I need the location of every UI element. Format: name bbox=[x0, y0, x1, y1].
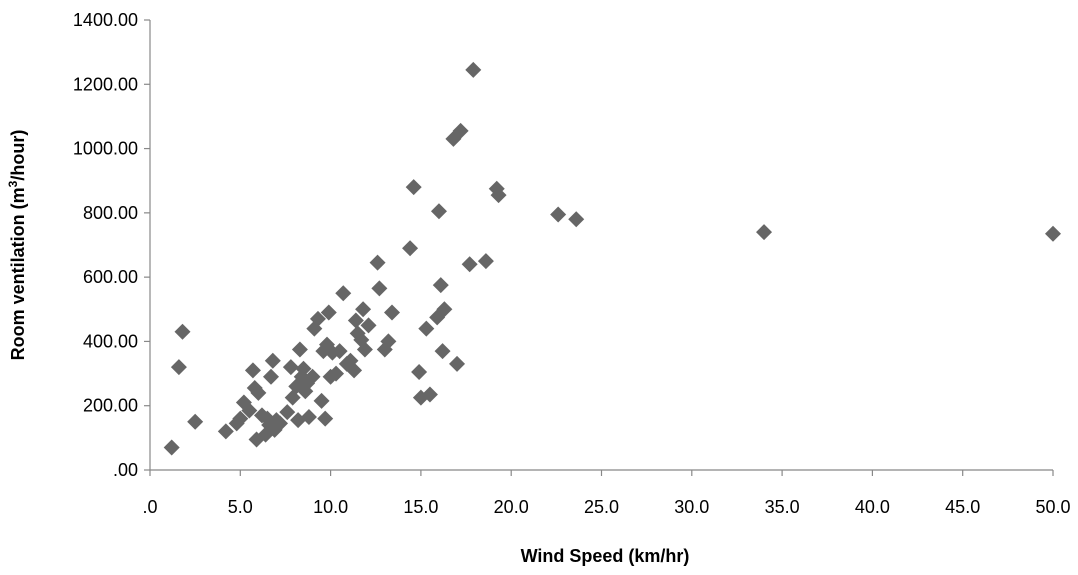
data-point bbox=[477, 253, 494, 270]
y-tick-label: 600.00 bbox=[83, 267, 138, 287]
data-point bbox=[282, 359, 299, 376]
x-tick-label: 45.0 bbox=[945, 497, 980, 517]
data-point bbox=[421, 386, 438, 403]
data-point bbox=[356, 341, 373, 358]
data-point bbox=[434, 343, 451, 360]
data-point bbox=[449, 355, 466, 372]
data-point bbox=[263, 368, 280, 385]
data-point bbox=[360, 317, 377, 334]
data-point bbox=[461, 256, 478, 273]
data-point bbox=[328, 365, 345, 382]
data-point bbox=[418, 320, 435, 337]
data-point bbox=[405, 179, 422, 196]
data-point bbox=[309, 310, 326, 327]
data-point bbox=[432, 277, 449, 294]
data-point bbox=[313, 392, 330, 409]
data-point bbox=[232, 410, 249, 427]
x-tick-label: 15.0 bbox=[403, 497, 438, 517]
data-point bbox=[490, 187, 507, 204]
data-point bbox=[452, 122, 469, 139]
data-point bbox=[331, 343, 348, 360]
data-point bbox=[300, 408, 317, 425]
data-point bbox=[371, 280, 388, 297]
x-tick-label: 35.0 bbox=[765, 497, 800, 517]
data-point bbox=[384, 304, 401, 321]
data-point bbox=[402, 240, 419, 257]
data-point bbox=[170, 359, 187, 376]
x-tick-label: 30.0 bbox=[674, 497, 709, 517]
data-point bbox=[295, 360, 312, 377]
data-point bbox=[550, 206, 567, 223]
data-point bbox=[217, 423, 234, 440]
data-point bbox=[369, 254, 386, 271]
data-points bbox=[163, 61, 1061, 456]
y-tick-label: 1400.00 bbox=[73, 10, 138, 30]
data-point bbox=[347, 312, 364, 329]
x-tick-label: 40.0 bbox=[855, 497, 890, 517]
data-point bbox=[272, 415, 289, 432]
data-point bbox=[355, 301, 372, 318]
data-point bbox=[1045, 225, 1061, 242]
x-tick-label: 5.0 bbox=[228, 497, 253, 517]
data-point bbox=[244, 362, 261, 379]
data-point bbox=[346, 362, 363, 379]
data-point bbox=[756, 224, 773, 241]
data-point bbox=[317, 410, 334, 427]
data-point bbox=[411, 363, 428, 380]
y-tick-label: 1200.00 bbox=[73, 74, 138, 94]
data-point bbox=[568, 211, 585, 228]
axes: .00 200.00 400.00 600.00 800.00 1000.00 1200.0… bbox=[73, 10, 1071, 517]
data-point bbox=[430, 203, 447, 220]
y-axis-title-part-2: /hour) bbox=[8, 130, 28, 181]
data-point bbox=[174, 323, 191, 340]
data-point bbox=[465, 61, 482, 78]
y-tick-label: 800.00 bbox=[83, 203, 138, 223]
x-tick-label: 10.0 bbox=[313, 497, 348, 517]
y-tick-label: 400.00 bbox=[83, 331, 138, 351]
data-point bbox=[320, 304, 337, 321]
data-point bbox=[279, 404, 296, 421]
y-axis-title-superscript: 3 bbox=[6, 180, 20, 187]
x-tick-label: 50.0 bbox=[1035, 497, 1070, 517]
y-tick-label: 1000.00 bbox=[73, 139, 138, 159]
data-point bbox=[264, 352, 281, 369]
y-axis-title-part-1: Room ventilation (m bbox=[8, 187, 28, 360]
x-tick-label: 20.0 bbox=[494, 497, 529, 517]
y-tick-label: 200.00 bbox=[83, 396, 138, 416]
data-point bbox=[335, 285, 352, 302]
x-tick-label: .0 bbox=[142, 497, 157, 517]
data-point bbox=[241, 402, 258, 419]
data-point bbox=[291, 341, 308, 358]
data-point bbox=[187, 413, 204, 430]
data-point bbox=[250, 384, 267, 401]
data-point bbox=[436, 301, 453, 318]
y-tick-label: .00 bbox=[113, 460, 138, 480]
x-tick-label: 25.0 bbox=[584, 497, 619, 517]
x-axis-title: Wind Speed (km/hr) bbox=[521, 546, 690, 566]
data-point bbox=[304, 368, 321, 385]
data-point bbox=[380, 333, 397, 350]
y-axis-title: Room ventilation (m3/hour) bbox=[6, 130, 28, 361]
data-point bbox=[163, 439, 180, 456]
